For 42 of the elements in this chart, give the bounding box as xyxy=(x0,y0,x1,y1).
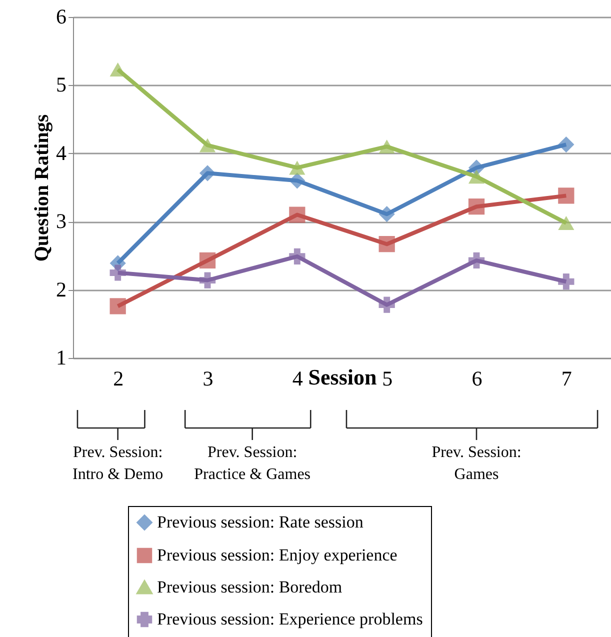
x-axis-title: Session xyxy=(308,364,377,390)
legend-label: Previous session: Rate session xyxy=(157,512,364,532)
text: Prev. Session: Practice & Games xyxy=(194,444,311,483)
point xyxy=(199,252,216,269)
y-tick-label: 2 xyxy=(56,277,66,302)
x-tick-label: 5 xyxy=(382,366,393,390)
x-tick-label: 3 xyxy=(202,366,214,390)
y-tick-label: 5 xyxy=(56,72,66,97)
point xyxy=(289,248,306,264)
point xyxy=(110,264,126,281)
x-tick-label: 4 xyxy=(292,366,304,390)
point xyxy=(558,274,574,290)
x-tick-label: 6 xyxy=(472,366,482,390)
point xyxy=(468,170,485,184)
y-tick-label: 1 xyxy=(56,346,66,370)
x-tick-label: 7 xyxy=(561,366,572,390)
point xyxy=(199,138,216,152)
legend-label: Previous session: Enjoy experience xyxy=(157,546,398,564)
legend-label: Previous session: Experience problems xyxy=(157,610,423,628)
point xyxy=(468,252,485,269)
legend-label: Previous session: Boredom xyxy=(157,578,342,596)
x-tick-label: 2 xyxy=(113,366,124,390)
point xyxy=(289,206,306,223)
point xyxy=(289,160,306,175)
text: Prev. Session: Games xyxy=(432,444,522,483)
point xyxy=(289,172,306,189)
point xyxy=(378,296,395,313)
y-tick-label: 4 xyxy=(56,140,67,165)
point xyxy=(110,298,126,314)
point xyxy=(558,136,574,153)
point xyxy=(468,198,485,215)
point xyxy=(558,188,574,204)
y-tick-label: 6 xyxy=(56,4,66,28)
point xyxy=(378,140,395,154)
text: Prev. Session: Intro & Demo xyxy=(72,444,164,483)
y-tick-label: 3 xyxy=(56,209,66,234)
point xyxy=(558,216,574,230)
y-axis-title: Question Ratings xyxy=(31,114,53,262)
point xyxy=(378,206,395,222)
point xyxy=(199,272,216,288)
point xyxy=(378,236,395,252)
point xyxy=(199,165,216,182)
